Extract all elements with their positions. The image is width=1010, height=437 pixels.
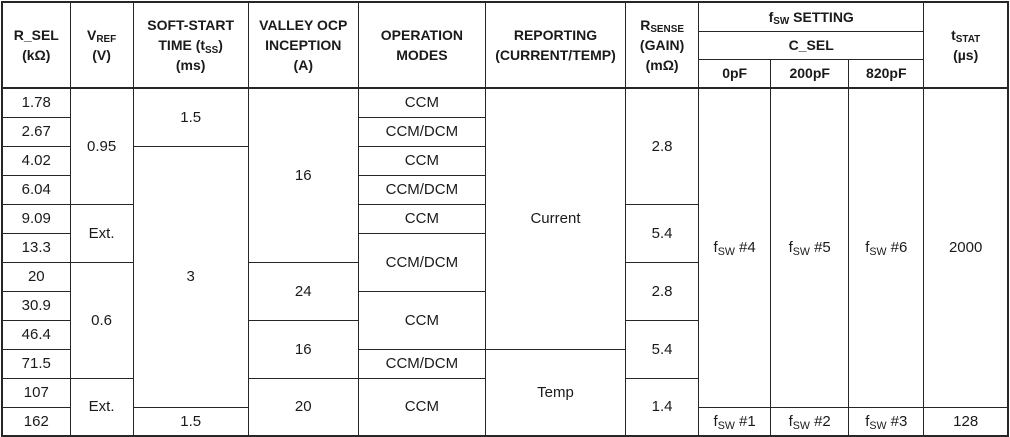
r-sense-value: 2.8: [625, 261, 700, 321]
operation-mode-value: CCM: [357, 290, 486, 350]
operation-mode-value: CCM: [357, 145, 486, 176]
r-sel-value: 6.04: [1, 174, 71, 205]
col-header-valley-ocp-line1: VALLEY OCP: [259, 16, 348, 33]
col-header-reporting-line2: (CURRENT/TEMP): [495, 47, 616, 63]
r-sel-value: 4.02: [1, 145, 71, 176]
operation-mode-value: CCM/DCM: [357, 232, 486, 292]
valley-ocp-value: 16: [247, 87, 359, 263]
valley-ocp-value: 16: [247, 319, 359, 379]
operation-mode-value: CCM/DCM: [357, 348, 486, 379]
soft-start-value: 1.5: [132, 87, 249, 147]
col-header-soft-start-line1: SOFT-START: [147, 16, 235, 33]
col-header-r-sel-label: R_SEL: [13, 26, 59, 43]
col-header-valley-ocp: VALLEY OCP INCEPTION (A): [247, 1, 359, 89]
table-row: 162 1.5 fSW #1 fSW #2 fSW #3 128: [1, 406, 1009, 437]
col-header-v-ref-label: VREF: [86, 26, 117, 46]
col-header-v-ref-unit: (V): [92, 47, 111, 63]
r-sel-value: 1.78: [1, 87, 71, 118]
table-row: 107 Ext. 20 CCM 1.4: [1, 377, 1008, 437]
r-sense-value: 5.4: [625, 203, 700, 263]
v-ref-value: 0.95: [69, 87, 134, 205]
v-ref-value: Ext.: [69, 377, 134, 437]
col-header-c-sel-0pf: 0pF: [698, 58, 772, 89]
r-sel-value: 9.09: [1, 203, 71, 234]
col-header-r-sel: R_SEL (kΩ): [1, 1, 71, 89]
soft-start-value: 3: [132, 145, 249, 408]
fsw-value-820pf: fSW #3: [848, 406, 925, 437]
col-header-t-stat-label: tSTAT: [951, 26, 981, 46]
col-header-reporting-line1: REPORTING: [513, 26, 598, 43]
col-header-r-sense: RSENSE (GAIN) (mΩ): [625, 1, 700, 89]
reporting-value: Current: [484, 87, 627, 350]
col-header-r-sense-gain: (GAIN): [639, 36, 685, 53]
r-sel-value: 2.67: [1, 116, 71, 147]
r-sel-value: 46.4: [1, 319, 71, 350]
table-row: 30.9 CCM: [1, 290, 1008, 350]
col-header-r-sel-unit: (kΩ): [22, 47, 51, 63]
operation-mode-value: CCM/DCM: [357, 116, 486, 147]
r-sense-value: 1.4: [625, 377, 700, 437]
col-header-reporting: REPORTING (CURRENT/TEMP): [484, 1, 627, 89]
table-row: 1.78 0.95 1.5 16 CCM Current 2.8 fSW #4 …: [1, 87, 1009, 408]
col-header-v-ref: VREF (V): [69, 1, 134, 89]
r-sense-value: 2.8: [625, 87, 700, 205]
col-header-soft-start-time: SOFT-START TIME (tSS) (ms): [132, 1, 249, 89]
table-row: 6.04 CCM/DCM: [1, 174, 1008, 205]
operation-mode-value: CCM: [357, 377, 486, 437]
table-row: 2.67 CCM/DCM: [1, 116, 1008, 147]
table-row: 71.5 CCM/DCM Temp: [1, 348, 1008, 437]
table-row: 20 0.6 24 2.8: [1, 261, 1008, 379]
col-header-soft-start-line2: TIME (tSS): [158, 36, 223, 56]
fsw-value-200pf: fSW #2: [770, 406, 850, 437]
fsw-value-820pf: fSW #6: [848, 87, 925, 408]
r-sel-value: 20: [1, 261, 71, 292]
col-header-c-sel-200pf: 200pF: [770, 58, 850, 89]
fsw-value-0pf: fSW #4: [698, 87, 772, 408]
col-header-soft-start-unit: (ms): [175, 57, 206, 74]
col-header-c-sel-820pf: 820pF: [848, 58, 925, 89]
fsw-value-200pf: fSW #5: [770, 87, 850, 408]
col-header-operation-modes: OPERATION MODES: [357, 1, 486, 89]
operation-mode-value: CCM: [357, 203, 486, 234]
valley-ocp-value: 20: [247, 377, 359, 437]
reporting-value: Temp: [484, 348, 627, 437]
t-stat-value: 128: [923, 406, 1009, 437]
v-ref-value: Ext.: [69, 203, 134, 263]
col-header-c-sel: C_SEL: [698, 30, 925, 60]
t-stat-value: 2000: [923, 87, 1009, 408]
table-row: 46.4 16 5.4: [1, 319, 1008, 379]
r-sel-value: 71.5: [1, 348, 71, 379]
col-header-fsw-setting: fSW SETTING: [698, 1, 925, 32]
soft-start-value: 1.5: [132, 406, 249, 437]
operation-mode-value: CCM/DCM: [357, 174, 486, 205]
v-ref-value: 0.6: [69, 261, 134, 379]
table-row: 13.3 CCM/DCM: [1, 232, 1008, 292]
table-row: 4.02 3 CCM: [1, 145, 1008, 408]
col-header-t-stat-unit: (µs): [953, 47, 979, 63]
col-header-valley-ocp-unit: (A): [293, 57, 313, 74]
col-header-r-sense-label: RSENSE: [640, 16, 684, 36]
col-header-r-sense-unit: (mΩ): [645, 57, 679, 74]
r-sel-value: 13.3: [1, 232, 71, 263]
valley-ocp-value: 24: [247, 261, 359, 321]
fsw-value-0pf: fSW #1: [698, 406, 772, 437]
col-header-t-stat: tSTAT (µs): [923, 1, 1009, 89]
operation-mode-value: CCM: [357, 87, 486, 118]
r-sel-value: 107: [1, 377, 71, 408]
col-header-valley-ocp-line2: INCEPTION: [265, 36, 342, 53]
col-header-operation-modes-line1: OPERATION: [380, 26, 463, 43]
r-sel-value: 30.9: [1, 290, 71, 321]
col-header-operation-modes-line2: MODES: [396, 47, 448, 63]
r-sel-value: 162: [1, 406, 71, 437]
r-sense-value: 5.4: [625, 319, 700, 379]
